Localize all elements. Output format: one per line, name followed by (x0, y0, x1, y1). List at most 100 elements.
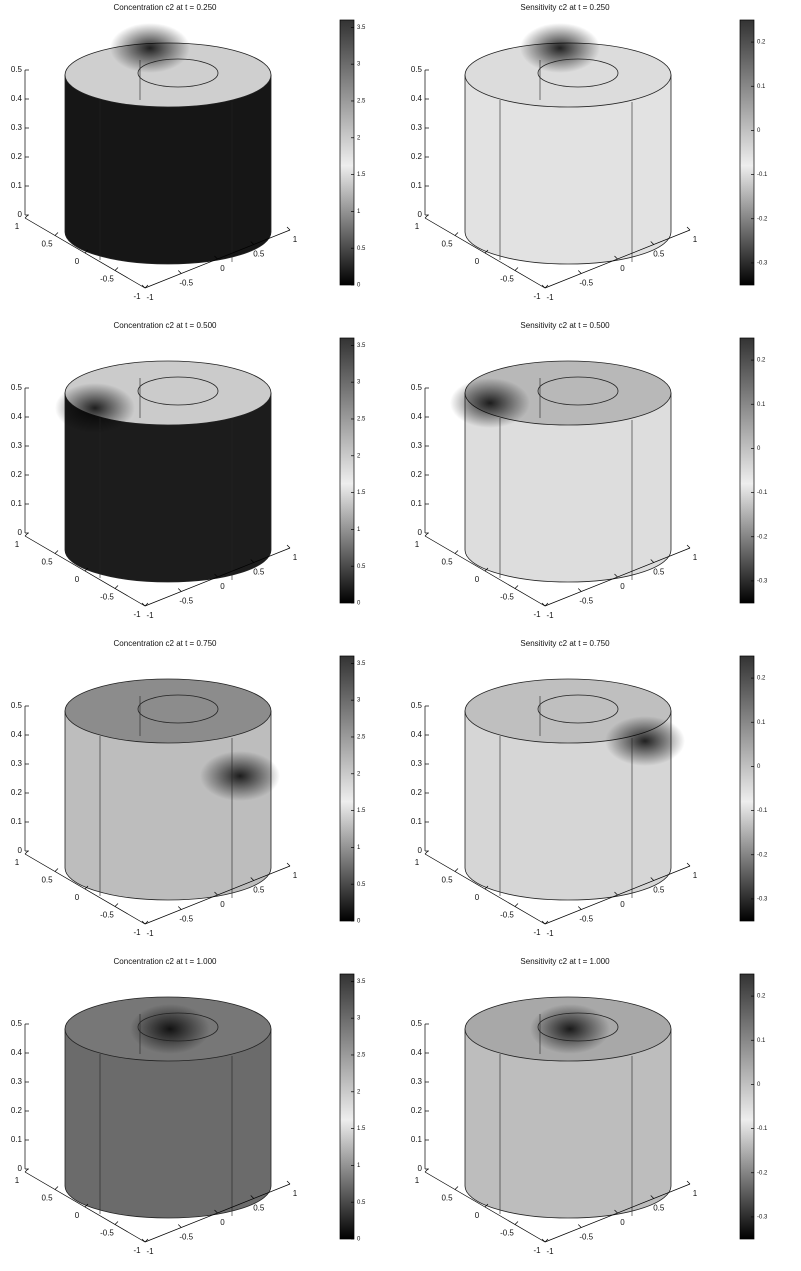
x-tick-label: -1 (533, 1246, 541, 1255)
x-tick-label: -0.5 (500, 1229, 514, 1238)
colorbar-tick-label: 0.1 (757, 1038, 766, 1044)
y-tick-label: -0.5 (579, 1233, 593, 1242)
colorbar-tick-label: 2 (357, 453, 361, 459)
z-tick-label: 0.1 (11, 817, 23, 826)
y-tick-label: -1 (146, 929, 154, 938)
z-tick-label: 0.5 (411, 701, 423, 710)
x-tick-label: 1 (415, 540, 420, 549)
y-tick-label: -1 (146, 293, 154, 302)
colorbar-tick-label: 0.1 (757, 84, 766, 90)
x-tick (25, 1169, 28, 1172)
x-tick-label: 0 (475, 257, 480, 266)
hot-spot (520, 23, 600, 73)
colorbar (340, 974, 354, 1239)
colorbar-tick-label: 2.5 (357, 417, 366, 423)
colorbar-tick-label: 0.1 (757, 720, 766, 726)
x-tick-label: 0 (475, 1211, 480, 1220)
y-tick (287, 1181, 290, 1184)
panel-title: Sensitivity c2 at t = 1.000 (520, 957, 610, 966)
y-tick-label: 0 (620, 1218, 625, 1227)
colorbar (340, 656, 354, 921)
colorbar-tick-label: -0.1 (757, 808, 768, 814)
colorbar (740, 338, 754, 603)
z-tick-label: 0.3 (11, 1077, 23, 1086)
z-tick-label: 0.1 (11, 499, 23, 508)
colorbar-tick-label: 0.5 (357, 564, 366, 570)
hot-spot (110, 23, 190, 73)
z-tick-label: 0.4 (11, 730, 23, 739)
y-tick-label: 1 (693, 1189, 698, 1198)
cylinder-top (65, 679, 271, 743)
z-tick-label: 0.4 (411, 730, 423, 739)
y-tick-label: 1 (293, 1189, 298, 1198)
y-tick-label: 0 (220, 1218, 225, 1227)
x-tick-label: 1 (15, 858, 20, 867)
colorbar (740, 20, 754, 285)
z-tick-label: 0.1 (411, 1135, 423, 1144)
z-tick-label: 0.5 (11, 1019, 23, 1028)
z-tick-label: 0.2 (11, 788, 23, 797)
colorbar-tick-label: -0.2 (757, 852, 768, 858)
hot-spot (55, 383, 135, 433)
colorbar-tick-label: 0.1 (757, 402, 766, 408)
z-tick-label: 0 (18, 210, 23, 219)
z-tick-label: 0.1 (11, 1135, 23, 1144)
x-tick-label: 0.5 (441, 1194, 453, 1203)
x-tick (115, 1222, 118, 1225)
x-tick (115, 904, 118, 907)
colorbar-tick-label: 1.5 (357, 808, 366, 814)
colorbar-tick-label: -0.1 (757, 172, 768, 178)
y-tick-label: 0.5 (253, 886, 265, 895)
colorbar-tick-label: 0.2 (757, 994, 766, 1000)
z-tick-label: 0 (18, 528, 23, 537)
colorbar-tick-label: -0.2 (757, 216, 768, 222)
x-tick-label: -0.5 (100, 911, 114, 920)
x-tick-label: 0.5 (441, 240, 453, 249)
y-tick (578, 589, 581, 592)
colorbar-tick-label: -0.1 (757, 1126, 768, 1132)
hot-spot (130, 1004, 210, 1054)
colorbar (740, 656, 754, 921)
panel: Concentration c2 at t = 1.00000.10.20.30… (11, 957, 366, 1256)
x-tick-label: 0 (475, 575, 480, 584)
y-tick-label: 0 (620, 264, 625, 273)
y-tick (287, 863, 290, 866)
hot-spot (200, 751, 280, 801)
x-tick (55, 1187, 58, 1190)
x-tick (55, 551, 58, 554)
x-tick-label: 0 (75, 257, 80, 266)
x-tick-label: 0.5 (41, 1194, 53, 1203)
colorbar-tick-label: 3 (357, 380, 361, 386)
x-tick-label: -0.5 (100, 1229, 114, 1238)
x-tick-label: -0.5 (500, 275, 514, 284)
x-tick-label: 0 (75, 893, 80, 902)
figure: Concentration c2 at t = 0.25000.10.20.30… (0, 0, 801, 1271)
colorbar-tick-label: 0.5 (357, 882, 366, 888)
x-tick (25, 215, 28, 218)
z-tick-label: 0.2 (11, 470, 23, 479)
z-tick-label: 0.1 (411, 817, 423, 826)
y-tick-label: -0.5 (179, 1233, 193, 1242)
z-tick-label: 0.3 (411, 123, 423, 132)
colorbar-tick-label: 1 (357, 1163, 361, 1169)
x-tick (425, 533, 428, 536)
z-tick-label: 0.4 (11, 94, 23, 103)
x-tick-label: 0 (75, 1211, 80, 1220)
colorbar-tick-label: 2 (357, 1089, 361, 1095)
hot-spot (450, 378, 530, 428)
panel: Sensitivity c2 at t = 1.00000.10.20.30.4… (411, 957, 768, 1256)
x-tick (455, 233, 458, 236)
colorbar-tick-label: 3.5 (357, 25, 366, 31)
y-tick-label: 0.5 (253, 1204, 265, 1213)
x-tick-label: -0.5 (500, 593, 514, 602)
x-tick (515, 1222, 518, 1225)
panel: Sensitivity c2 at t = 0.25000.10.20.30.4… (411, 3, 768, 302)
x-tick-label: 0.5 (441, 876, 453, 885)
y-tick-label: 0.5 (253, 250, 265, 259)
x-tick (25, 533, 28, 536)
z-tick-label: 0 (418, 528, 423, 537)
z-tick-label: 0.3 (11, 441, 23, 450)
y-tick (178, 271, 181, 274)
colorbar-tick-label: 3.5 (357, 343, 366, 349)
x-tick (455, 869, 458, 872)
